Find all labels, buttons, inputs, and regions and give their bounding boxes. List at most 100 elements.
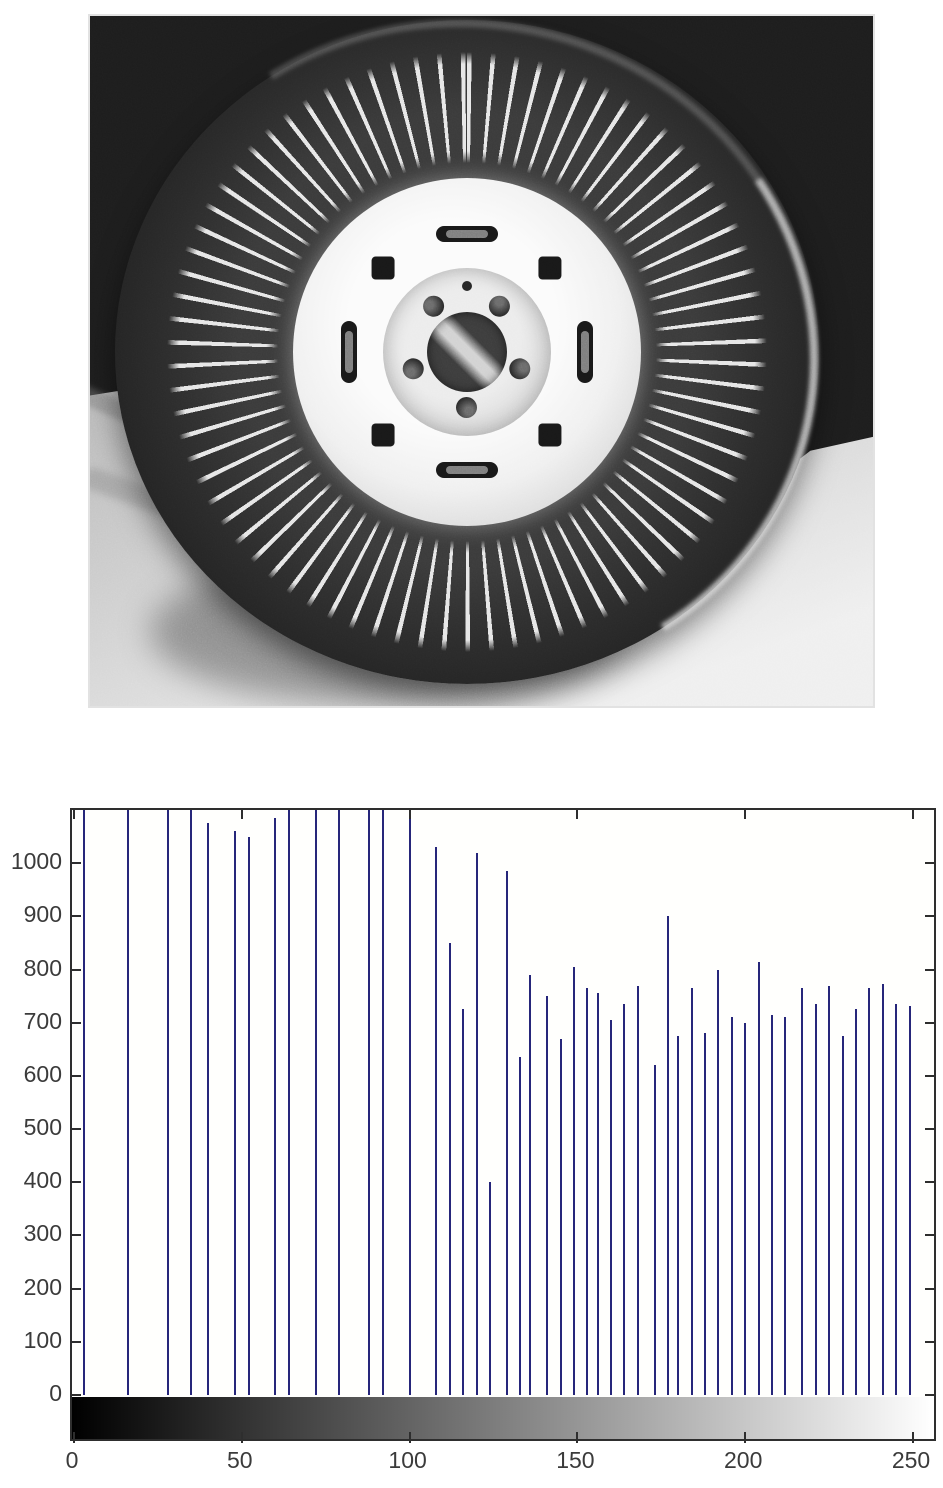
axis-tick	[576, 810, 579, 819]
histogram-bar	[801, 988, 804, 1395]
histogram-bar	[489, 1182, 492, 1395]
histogram-bar	[435, 847, 438, 1395]
axis-tick	[72, 915, 81, 918]
y-tick-label: 500	[23, 1114, 62, 1141]
axis-tick	[72, 1074, 81, 1077]
histogram-bar	[338, 810, 341, 1395]
axis-tick	[72, 862, 81, 865]
axis-tick	[72, 1287, 81, 1290]
histogram-bar	[475, 852, 478, 1395]
x-tick-label: 250	[891, 1447, 931, 1473]
y-tick-label: 300	[23, 1220, 62, 1247]
histogram-bar	[408, 810, 411, 1395]
histogram-bar	[596, 993, 599, 1395]
axis-tick	[925, 968, 934, 971]
y-tick-label: 400	[23, 1167, 62, 1194]
axis-tick	[744, 1432, 747, 1443]
histogram-bar	[462, 1009, 465, 1395]
histogram-bar	[529, 974, 532, 1395]
histogram-bars-area	[72, 810, 934, 1395]
histogram-bar	[586, 988, 589, 1395]
histogram-bar	[690, 988, 693, 1395]
axis-tick	[408, 1432, 411, 1443]
x-tick-label: 100	[388, 1447, 427, 1473]
axis-tick	[912, 1432, 914, 1443]
x-tick-label: 200	[724, 1447, 763, 1473]
histogram-bar	[636, 985, 639, 1395]
histogram-bar	[703, 1033, 706, 1395]
y-tick-label: 0	[49, 1380, 62, 1406]
axis-tick	[72, 1021, 81, 1024]
histogram-bar	[519, 1057, 522, 1395]
axis-tick	[240, 810, 243, 819]
histogram-bar	[895, 1004, 898, 1395]
axis-tick	[744, 810, 747, 819]
film-grain-overlay	[90, 16, 873, 706]
histogram-bar	[623, 1004, 626, 1395]
histogram-bar	[730, 1017, 733, 1395]
histogram-bar	[287, 810, 290, 1395]
histogram-bar	[546, 996, 549, 1395]
axis-tick	[925, 1234, 934, 1237]
histogram-bar	[166, 810, 169, 1395]
axis-tick	[925, 1021, 934, 1024]
axis-tick	[925, 1287, 934, 1290]
axis-tick	[925, 1181, 934, 1184]
histogram-bar	[771, 1014, 774, 1395]
histogram-bar	[908, 1005, 911, 1395]
axis-tick	[72, 1340, 81, 1343]
axis-tick	[576, 1432, 579, 1443]
histogram-bar	[609, 1020, 612, 1395]
histogram-bar	[828, 985, 831, 1395]
axis-tick	[408, 810, 411, 819]
axis-tick	[925, 1340, 934, 1343]
histogram-bar	[573, 966, 576, 1395]
grayscale-colorbar	[72, 1397, 934, 1439]
histogram-bar	[83, 810, 86, 1395]
histogram-bar	[854, 1009, 857, 1395]
histogram-bar	[881, 984, 884, 1395]
axis-tick	[72, 1394, 81, 1396]
y-tick-label: 600	[23, 1060, 62, 1087]
axis-tick	[240, 1432, 243, 1443]
histogram-bar	[653, 1065, 656, 1395]
histogram-bar	[841, 1036, 844, 1395]
histogram-bar	[190, 810, 193, 1395]
histogram-bar	[667, 916, 669, 1395]
axis-tick	[72, 968, 81, 971]
y-tick-label: 900	[23, 901, 62, 928]
x-tick-label: 50	[227, 1447, 253, 1473]
histogram-bar	[381, 810, 384, 1395]
histogram-bar	[368, 810, 371, 1395]
y-tick-label: 800	[23, 954, 62, 981]
y-tick-label: 200	[23, 1273, 62, 1300]
histogram-bar	[757, 961, 760, 1395]
axis-tick	[72, 1128, 81, 1131]
y-tick-label: 1000	[10, 848, 62, 875]
histogram-bar	[448, 942, 451, 1395]
histogram-bar	[677, 1036, 680, 1395]
axis-tick	[73, 810, 75, 819]
axis-tick	[925, 1128, 934, 1131]
axis-tick	[912, 810, 914, 819]
axis-tick	[925, 862, 934, 865]
histogram-bar	[234, 831, 237, 1395]
histogram-bar	[207, 823, 210, 1395]
histogram-bar	[744, 1022, 747, 1395]
y-tick-label: 100	[23, 1326, 62, 1353]
axis-tick	[72, 1181, 81, 1184]
histogram-bar	[274, 817, 277, 1395]
axis-tick	[925, 915, 934, 918]
histogram-bar	[126, 810, 129, 1395]
histogram-bar	[247, 836, 250, 1395]
wheel-photo	[88, 14, 875, 708]
histogram-bar	[314, 810, 317, 1395]
axis-tick	[72, 1234, 81, 1237]
axis-tick	[925, 1074, 934, 1077]
histogram-bar	[784, 1017, 787, 1395]
histogram-plot	[70, 808, 936, 1443]
histogram-bar	[717, 969, 720, 1395]
axis-tick	[925, 1394, 934, 1396]
x-tick-label: 0	[65, 1447, 79, 1473]
